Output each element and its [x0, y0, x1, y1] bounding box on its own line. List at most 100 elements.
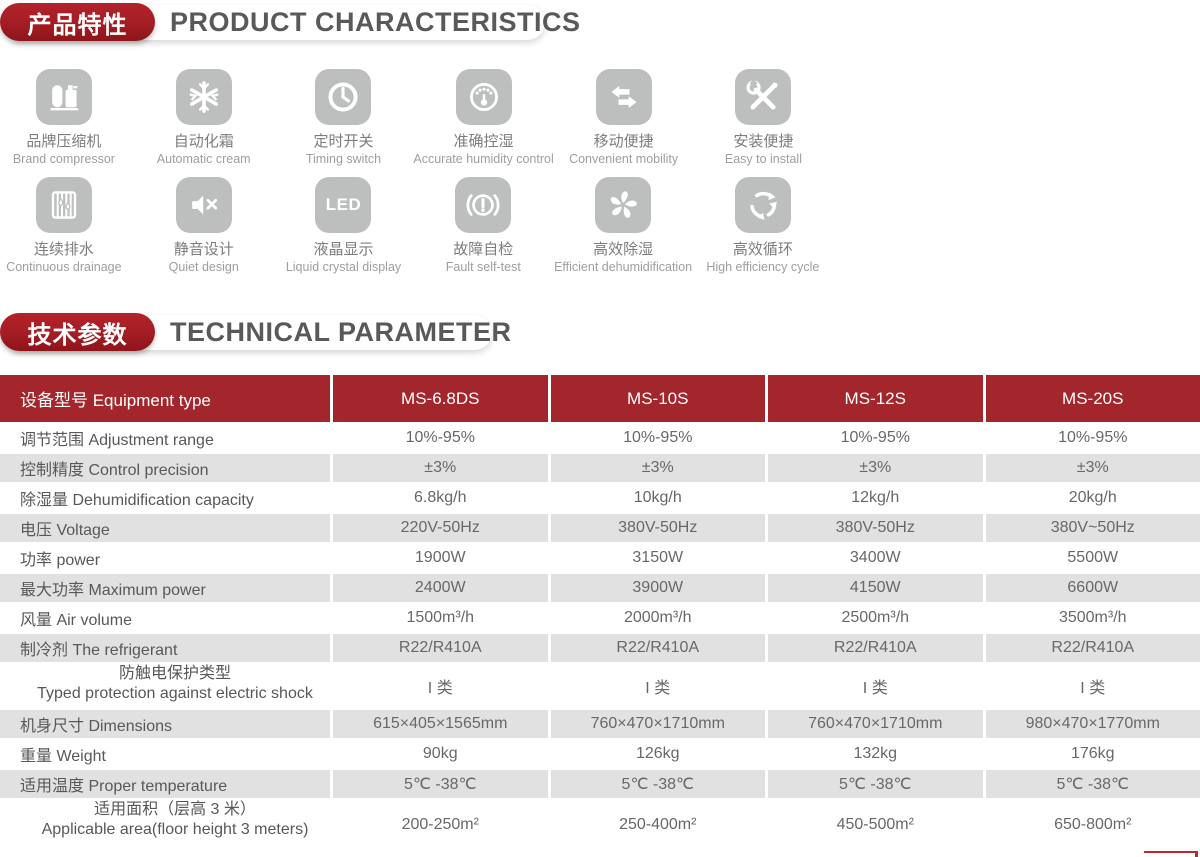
cell-value: 2000m³/h	[551, 604, 766, 632]
row-label-zh: 防触电保护类型	[119, 664, 231, 684]
feature-zh-label: 液晶显示	[313, 241, 373, 259]
row-label: 机身尺寸 Dimensions	[0, 710, 330, 738]
features-row-2: 连续排水 Continuous drainage 静音设计 Quiet desi…	[0, 177, 834, 276]
feature-easy-install: 安装便捷 Easy to install	[694, 69, 834, 168]
cell-value: 5℃ -38℃	[333, 770, 548, 798]
characteristics-title: PRODUCT CHARACTERISTICS	[170, 3, 581, 41]
mobility-arrows-icon	[596, 69, 652, 125]
row-label: 适用面积（层高 3 米） Applicable area(floor heigh…	[0, 800, 330, 850]
fault-warning-icon	[455, 177, 511, 233]
cell-value: 3150W	[551, 544, 766, 572]
cell-value: 5500W	[986, 544, 1200, 572]
row-label: 重量 Weight	[0, 740, 330, 768]
feature-dehumidification: 高效除湿 Efficient dehumidification	[553, 177, 693, 276]
cell-value: 3900W	[551, 574, 766, 602]
cell-value: ±3%	[551, 454, 766, 482]
feature-zh-label: 连续排水	[34, 241, 94, 259]
parameters-title: TECHNICAL PARAMETER	[170, 313, 512, 351]
cell-value: 12kg/h	[768, 484, 983, 512]
row-label-zh: 适用面积（层高 3 米）	[94, 800, 256, 820]
feature-en-label: Quiet design	[169, 259, 239, 276]
table-row-air-volume: 风量 Air volume 1500m³/h 2000m³/h 2500m³/h…	[0, 604, 1200, 632]
feature-zh-label: 静音设计	[174, 241, 234, 259]
cell-value: I 类	[333, 664, 548, 708]
feature-en-label: Liquid crystal display	[286, 259, 401, 276]
cell-value: 6600W	[986, 574, 1200, 602]
table-row-voltage: 电压 Voltage 220V-50Hz 380V-50Hz 380V-50Hz…	[0, 514, 1200, 542]
red-corner-mark	[1144, 851, 1198, 857]
cell-value: 132kg	[768, 740, 983, 768]
table-row-proper-temperature: 适用温度 Proper temperature 5℃ -38℃ 5℃ -38℃ …	[0, 770, 1200, 798]
led-display-icon: LED	[315, 177, 371, 233]
feature-en-label: High efficiency cycle	[706, 259, 819, 276]
feature-efficiency-cycle: 高效循环 High efficiency cycle	[693, 177, 833, 276]
feature-timing-switch: 定时开关 Timing switch	[274, 69, 414, 168]
fan-icon	[595, 177, 651, 233]
cell-value: 1500m³/h	[333, 604, 548, 632]
cell-value: 3500m³/h	[986, 604, 1200, 632]
cell-value: 760×470×1710mm	[768, 710, 983, 738]
feature-humidity-control: 准确控湿 Accurate humidity control	[413, 69, 553, 168]
feature-en-label: Brand compressor	[13, 151, 115, 168]
row-label: 功率 power	[0, 544, 330, 572]
cell-value: 380V~50Hz	[986, 514, 1200, 542]
drainage-icon	[36, 177, 92, 233]
cell-value: 20kg/h	[986, 484, 1200, 512]
cell-value: 2500m³/h	[768, 604, 983, 632]
parameters-badge: 技术参数	[0, 313, 155, 351]
cell-value: 10kg/h	[551, 484, 766, 512]
cell-value: 10%-95%	[333, 424, 548, 452]
cell-value: 90kg	[333, 740, 548, 768]
model-header: MS-6.8DS	[333, 375, 548, 422]
cell-value: 5℃ -38℃	[768, 770, 983, 798]
feature-en-label: Easy to install	[725, 151, 802, 168]
feature-quiet-design: 静音设计 Quiet design	[134, 177, 274, 276]
table-row-refrigerant: 制冷剂 The refrigerant R22/R410A R22/R410A …	[0, 634, 1200, 662]
cell-value: ±3%	[333, 454, 548, 482]
feature-en-label: Timing switch	[306, 151, 381, 168]
table-row-maximum-power: 最大功率 Maximum power 2400W 3900W 4150W 660…	[0, 574, 1200, 602]
feature-lcd-display: LED 液晶显示 Liquid crystal display	[274, 177, 414, 276]
cell-value: 6.8kg/h	[333, 484, 548, 512]
cell-value: 10%-95%	[551, 424, 766, 452]
cell-value: 5℃ -38℃	[551, 770, 766, 798]
row-label-en: Typed protection against electric shock	[37, 684, 313, 704]
cell-value: R22/R410A	[551, 634, 766, 662]
snowflake-icon	[176, 69, 232, 125]
row-label: 适用温度 Proper temperature	[0, 770, 330, 798]
cell-value: I 类	[551, 664, 766, 708]
table-row-applicable-area: 适用面积（层高 3 米） Applicable area(floor heigh…	[0, 800, 1200, 850]
cell-value: 650-800m²	[986, 800, 1200, 850]
row-label: 最大功率 Maximum power	[0, 574, 330, 602]
feature-zh-label: 移动便捷	[594, 133, 654, 151]
row-label: 除湿量 Dehumidification capacity	[0, 484, 330, 512]
cell-value: 615×405×1565mm	[333, 710, 548, 738]
feature-zh-label: 品牌压缩机	[26, 133, 101, 151]
model-header: MS-10S	[551, 375, 766, 422]
install-tools-icon	[735, 69, 791, 125]
cell-value: 380V-50Hz	[551, 514, 766, 542]
cell-value: 2400W	[333, 574, 548, 602]
row-label-en: Applicable area(floor height 3 meters)	[42, 820, 309, 840]
led-icon-text: LED	[326, 195, 362, 215]
clock-icon	[315, 69, 371, 125]
cell-value: 4150W	[768, 574, 983, 602]
feature-continuous-drainage: 连续排水 Continuous drainage	[0, 177, 134, 276]
feature-en-label: Continuous drainage	[6, 259, 121, 276]
table-row-dehumidification-capacity: 除湿量 Dehumidification capacity 6.8kg/h 10…	[0, 484, 1200, 512]
feature-zh-label: 故障自检	[453, 241, 513, 259]
cell-value: 760×470×1710mm	[551, 710, 766, 738]
cell-value: I 类	[768, 664, 983, 708]
feature-zh-label: 准确控湿	[454, 133, 514, 151]
cell-value: 1900W	[333, 544, 548, 572]
table-row-adjustment-range: 调节范围 Adjustment range 10%-95% 10%-95% 10…	[0, 424, 1200, 452]
cell-value: 200-250m²	[333, 800, 548, 850]
feature-en-label: Automatic cream	[157, 151, 251, 168]
cell-value: 5℃ -38℃	[986, 770, 1200, 798]
row-label: 防触电保护类型 Typed protection against electri…	[0, 664, 330, 708]
cell-value: 250-400m²	[551, 800, 766, 850]
table-row-electric-shock-protection: 防触电保护类型 Typed protection against electri…	[0, 664, 1200, 708]
cell-value: 176kg	[986, 740, 1200, 768]
feature-zh-label: 定时开关	[313, 133, 373, 151]
feature-zh-label: 高效除湿	[593, 241, 653, 259]
